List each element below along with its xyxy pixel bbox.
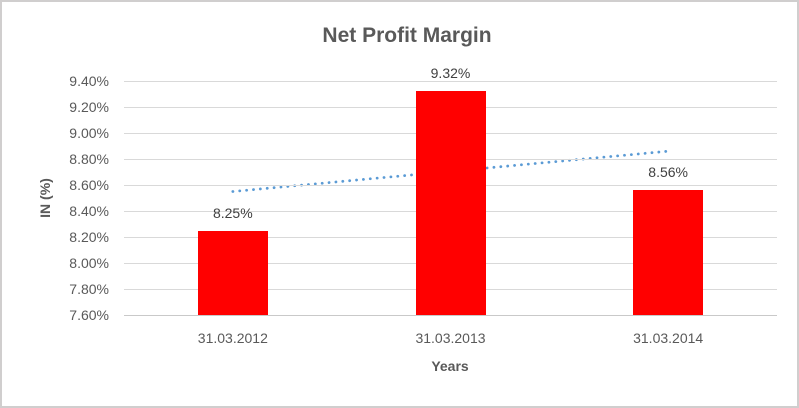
y-tick-label: 9.20% — [69, 99, 109, 115]
chart-title: Net Profit Margin — [322, 24, 492, 47]
trendline — [231, 149, 670, 193]
y-tick-label: 7.60% — [69, 307, 109, 323]
bar — [633, 190, 704, 315]
data-label: 8.56% — [648, 164, 688, 181]
y-tick-label: 8.80% — [69, 151, 109, 167]
y-tick-label: 7.80% — [69, 281, 109, 297]
data-label: 8.25% — [212, 204, 253, 221]
data-label: 9.32% — [430, 65, 471, 82]
x-tick-label: 31.03.2012 — [197, 330, 268, 346]
bar — [197, 230, 268, 315]
y-tick-label: 9.00% — [69, 125, 109, 141]
trendline-path — [231, 149, 670, 193]
y-tick-label: 8.20% — [69, 229, 109, 245]
x-axis-title: Years — [431, 358, 469, 374]
y-tick-label: 8.60% — [69, 177, 109, 193]
y-tick-label: 9.40% — [69, 73, 109, 89]
plot-area: 8.25% 9.32% 8.56% — [124, 65, 777, 316]
y-tick-label: 8.40% — [69, 203, 109, 219]
y-tick-label: 8.00% — [69, 255, 109, 271]
gridline — [124, 81, 777, 82]
x-tick-label: 31.03.2013 — [415, 330, 486, 346]
x-tick-label: 31.03.2014 — [633, 330, 704, 346]
bar — [415, 91, 486, 315]
